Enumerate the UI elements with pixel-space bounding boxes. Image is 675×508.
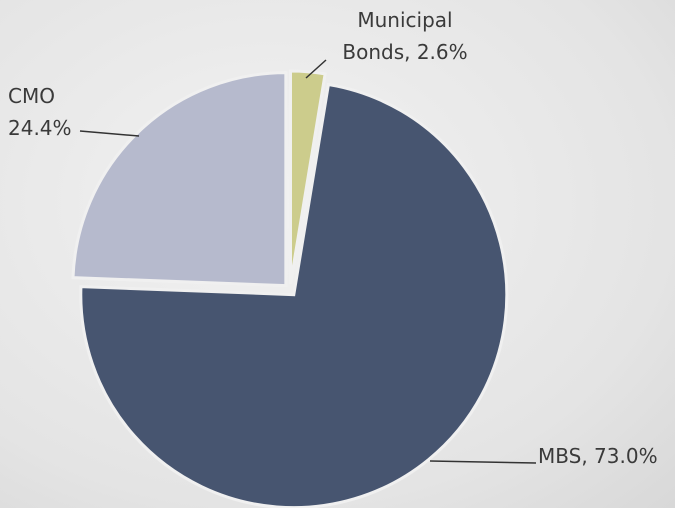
slice-label: MBS, 73.0% bbox=[538, 444, 658, 468]
slice-label: CMO 24.4% bbox=[8, 80, 88, 144]
value-label: 24.4% bbox=[8, 116, 72, 140]
pie-slice bbox=[71, 71, 288, 288]
leader-line bbox=[429, 460, 537, 464]
pie-slice bbox=[288, 69, 327, 285]
category-label: Municipal Bonds bbox=[342, 8, 453, 64]
pie-slice bbox=[79, 82, 509, 508]
category-label: CMO bbox=[8, 84, 55, 108]
value-label: 2.6% bbox=[416, 40, 468, 64]
slice-label: Municipal Bonds, 2.6% bbox=[342, 8, 468, 64]
category-label: MBS bbox=[538, 444, 582, 468]
leader-line bbox=[305, 59, 327, 79]
leader-line bbox=[79, 130, 140, 137]
value-label: 73.0% bbox=[594, 444, 658, 468]
